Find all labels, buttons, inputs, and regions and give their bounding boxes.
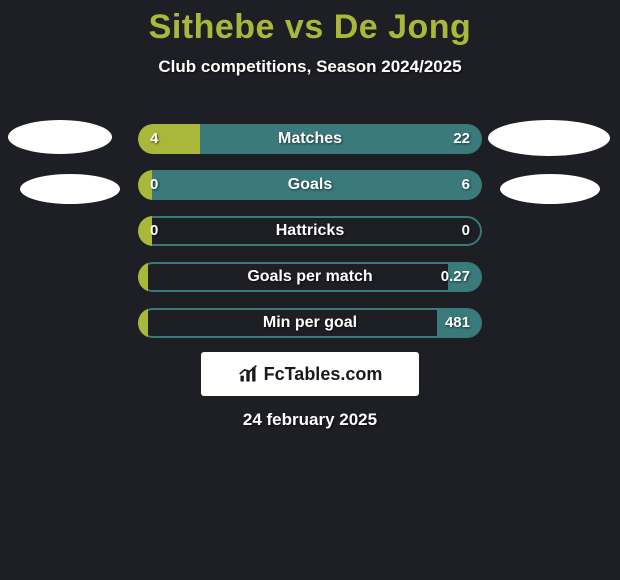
stat-row: 0Goals6 bbox=[138, 170, 482, 200]
brand-badge[interactable]: FcTables.com bbox=[201, 352, 419, 396]
date-text: 24 february 2025 bbox=[0, 410, 620, 430]
comparison-canvas: Sithebe vs De Jong Club competitions, Se… bbox=[0, 0, 620, 580]
stat-label: Hattricks bbox=[138, 216, 482, 246]
page-title: Sithebe vs De Jong bbox=[0, 0, 620, 47]
player2-logo-placeholder bbox=[500, 174, 600, 204]
stat-value-player2: 0 bbox=[462, 216, 470, 246]
stat-label: Goals per match bbox=[138, 262, 482, 292]
title-vs: vs bbox=[285, 8, 324, 46]
stat-row: 4Matches22 bbox=[138, 124, 482, 154]
stat-label: Matches bbox=[138, 124, 482, 154]
stat-value-player2: 6 bbox=[462, 170, 470, 200]
player2-photo-placeholder bbox=[488, 120, 610, 156]
stats-container: 4Matches220Goals60Hattricks0Goals per ma… bbox=[138, 124, 482, 354]
subtitle: Club competitions, Season 2024/2025 bbox=[0, 57, 620, 77]
player1-photo-placeholder bbox=[8, 120, 112, 154]
stat-label: Min per goal bbox=[138, 308, 482, 338]
brand-text: FcTables.com bbox=[264, 364, 383, 385]
stat-row: 0Hattricks0 bbox=[138, 216, 482, 246]
bar-chart-icon bbox=[238, 364, 258, 384]
stat-row: Min per goal481 bbox=[138, 308, 482, 338]
stat-row: Goals per match0.27 bbox=[138, 262, 482, 292]
stat-value-player2: 0.27 bbox=[441, 262, 470, 292]
stat-label: Goals bbox=[138, 170, 482, 200]
stat-value-player2: 22 bbox=[453, 124, 470, 154]
player1-name: Sithebe bbox=[149, 8, 275, 46]
stat-value-player2: 481 bbox=[445, 308, 470, 338]
player2-name: De Jong bbox=[334, 8, 472, 46]
player1-logo-placeholder bbox=[20, 174, 120, 204]
